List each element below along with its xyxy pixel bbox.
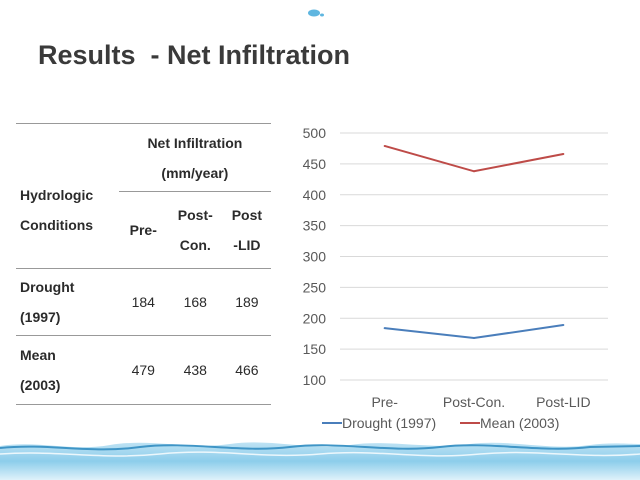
header-net-infiltration: Net Infiltration (mm/year) <box>118 123 271 192</box>
data-point <box>383 327 386 330</box>
series-line <box>384 324 564 340</box>
row-label-drought: Drought (1997) <box>16 268 119 336</box>
cell-mean-post-lid: 466 <box>222 335 271 405</box>
line-chart: 100 150 200 250 300 350 400 450 500 Pre- Post-Con.… <box>303 125 608 431</box>
header-net-text: Net Infiltration (mm/year) <box>147 134 243 181</box>
y-tick-label: 500 <box>303 125 327 141</box>
data-point <box>562 324 565 327</box>
data-point <box>562 152 565 155</box>
y-tick-label: 150 <box>303 341 327 357</box>
y-tick-label: 200 <box>303 310 327 326</box>
data-point <box>473 170 475 173</box>
row-label-mean: Mean (2003) <box>16 335 119 405</box>
water-drop-icon <box>308 9 324 17</box>
table-row: Mean (2003) 479 438 466 <box>16 335 271 405</box>
cell-mean-post-con: 438 <box>167 335 223 405</box>
x-tick-label: Post-Con. <box>443 394 505 410</box>
x-tick-label: Pre- <box>371 394 398 410</box>
subheader-pre: Pre- <box>118 191 168 269</box>
header-condition-text: Hydrologic Conditions <box>20 187 94 233</box>
subheader-post-lid: Post -LID <box>222 191 271 269</box>
water-wave-decoration <box>0 442 640 480</box>
results-table: Hydrologic Conditions Net Infiltration (… <box>16 123 271 405</box>
y-tick-label: 450 <box>303 156 327 172</box>
x-tick-label: Post-LID <box>536 394 590 410</box>
subheader-pre-text: Pre- <box>129 222 157 238</box>
subheader-post-con-text: Post- Con. <box>177 207 213 253</box>
data-point <box>473 337 475 340</box>
cell-mean-pre: 479 <box>118 335 168 405</box>
cell-drought-post-con: 168 <box>167 268 223 336</box>
row-label-drought-text: Drought (1997) <box>20 279 75 325</box>
legend-label: Drought (1997) <box>342 415 436 431</box>
cell-drought-pre: 184 <box>118 268 168 336</box>
y-tick-label: 400 <box>303 187 327 203</box>
y-tick-label: 350 <box>303 218 327 234</box>
y-tick-label: 100 <box>303 372 327 388</box>
legend-label: Mean (2003) <box>480 415 559 431</box>
y-tick-label: 250 <box>303 279 327 295</box>
header-hydrologic-conditions: Hydrologic Conditions <box>16 123 119 269</box>
page-title: Results - Net Infiltration <box>38 40 351 70</box>
row-label-mean-text: Mean (2003) <box>20 347 61 393</box>
table-row: Drought (1997) 184 168 189 <box>16 268 271 336</box>
series-line <box>384 145 564 173</box>
subheader-post-lid-text: Post -LID <box>231 207 263 253</box>
subheader-post-con: Post- Con. <box>167 191 223 269</box>
cell-drought-post-lid: 189 <box>222 268 271 336</box>
data-point <box>383 144 386 147</box>
y-tick-label: 300 <box>303 249 327 265</box>
